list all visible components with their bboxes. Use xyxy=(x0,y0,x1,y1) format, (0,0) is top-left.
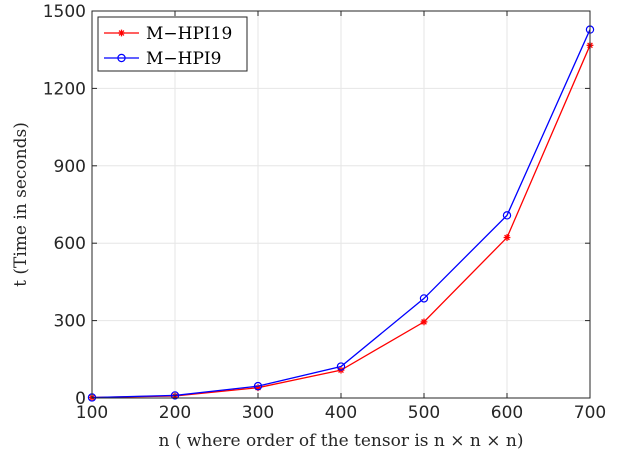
legend-label-hpi19: M−HPI19 xyxy=(146,24,232,44)
y-tick-label: 300 xyxy=(54,312,86,332)
legend: M−HPI19 M−HPI9 xyxy=(97,16,248,72)
x-tick-label: 300 xyxy=(242,403,274,423)
legend-marker xyxy=(118,29,125,37)
legend-marker xyxy=(117,53,126,63)
x-axis-label: n ( where order of the tensor is n × n ×… xyxy=(158,431,523,451)
data-point xyxy=(420,318,428,326)
x-tick-label: 600 xyxy=(491,403,523,423)
x-tick-label: 400 xyxy=(325,403,357,423)
y-tick-label: 1500 xyxy=(43,2,86,22)
data-point xyxy=(502,211,512,220)
data-point xyxy=(419,294,429,303)
legend-box xyxy=(97,16,248,72)
legend-marker-hpi19 xyxy=(118,29,125,37)
y-tick-label: 600 xyxy=(54,234,86,254)
legend-marker-hpi9 xyxy=(117,53,126,63)
tick-labels: 100 200 300 400 500 600 700 0 300 600 900 1200 1500 xyxy=(43,2,606,423)
data-point xyxy=(336,362,346,371)
y-axis-label: t (Time in seconds) xyxy=(11,122,31,287)
y-tick-label: 1200 xyxy=(43,79,86,99)
ticks xyxy=(91,10,591,399)
y-tick-label: 0 xyxy=(75,389,86,409)
legend-label-hpi9: M−HPI9 xyxy=(146,49,221,69)
data-point xyxy=(253,381,263,391)
x-tick-label: 700 xyxy=(574,403,606,423)
y-tick-label: 900 xyxy=(54,157,86,177)
data-point xyxy=(170,391,180,400)
x-tick-label: 500 xyxy=(408,403,440,423)
x-tick-label: 100 xyxy=(76,403,108,423)
data-point xyxy=(503,234,511,241)
x-tick-label: 200 xyxy=(159,403,191,423)
